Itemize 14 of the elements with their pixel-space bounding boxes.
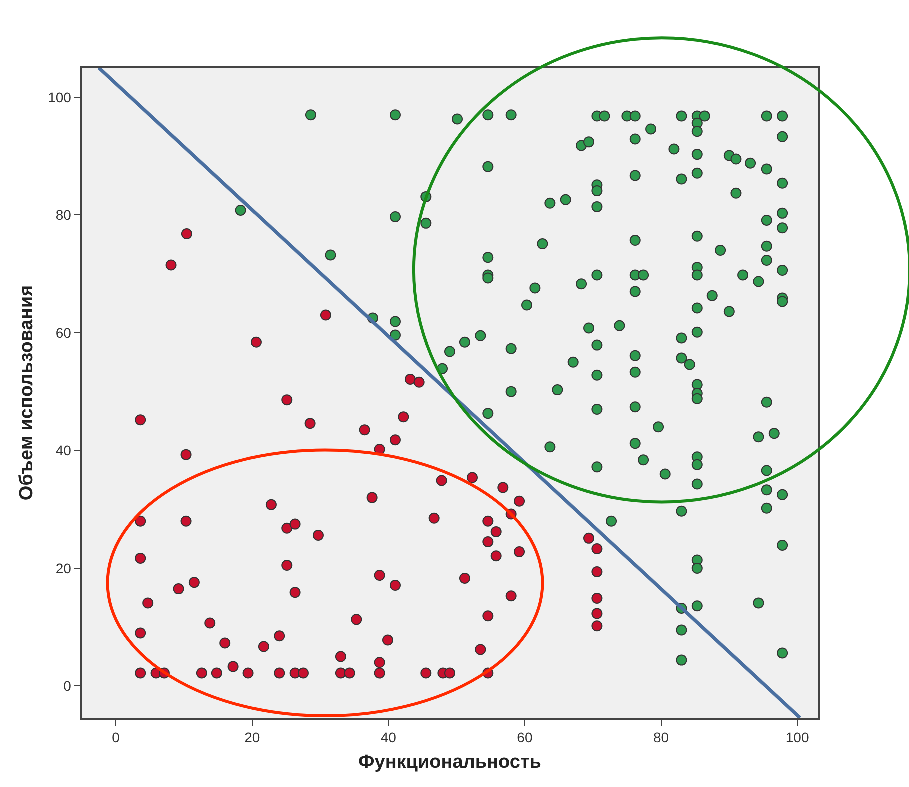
y-tick-label: 0 xyxy=(64,678,72,694)
x-tick-label: 60 xyxy=(517,730,533,746)
x-tick-label: 20 xyxy=(244,730,260,746)
x-tick-label: 100 xyxy=(786,730,810,746)
y-axis-title: Объем использования xyxy=(16,285,38,501)
y-tick-label: 80 xyxy=(56,207,72,224)
y-tick-label: 40 xyxy=(56,442,72,459)
x-tick-label: 0 xyxy=(112,730,120,746)
y-tick-label: 60 xyxy=(56,324,72,341)
y-tick-label: 100 xyxy=(48,89,72,106)
x-tick-label: 80 xyxy=(653,730,670,746)
x-axis-title: Функциональность xyxy=(358,752,542,773)
y-tick-label: 20 xyxy=(56,560,72,576)
x-tick-label: 40 xyxy=(380,730,397,746)
